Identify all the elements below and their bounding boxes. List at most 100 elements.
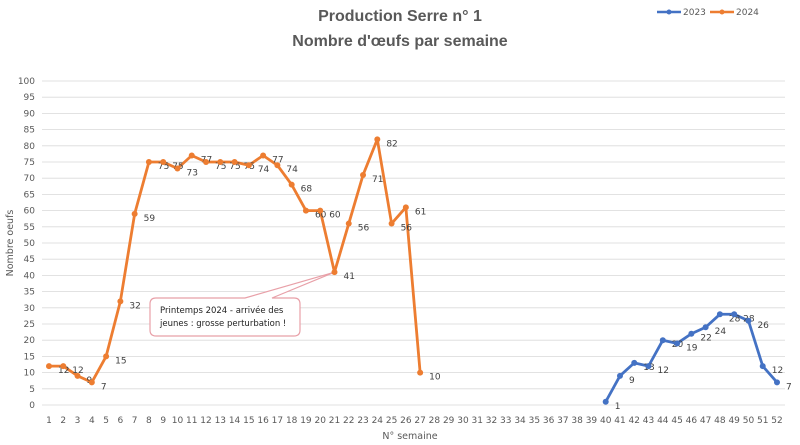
y-tick-label: 30 xyxy=(24,304,36,314)
data-label: 1 xyxy=(615,402,621,412)
data-point xyxy=(46,363,52,370)
data-point xyxy=(759,363,766,370)
data-point xyxy=(103,353,110,360)
x-tick-label: 5 xyxy=(103,416,109,426)
series-2024: 1212971532597575737775757574777468606041… xyxy=(46,136,441,392)
data-point xyxy=(602,398,609,405)
y-tick-label: 90 xyxy=(24,109,36,119)
data-point xyxy=(716,311,723,318)
x-tick-label: 48 xyxy=(714,416,726,426)
x-tick-label: 41 xyxy=(614,416,625,426)
data-point xyxy=(302,207,309,214)
data-label: 12 xyxy=(658,366,669,376)
data-label: 75 xyxy=(158,162,169,172)
x-tick-label: 11 xyxy=(186,416,197,426)
y-tick-label: 75 xyxy=(24,158,35,168)
chart-subtitle: Nombre d'œufs par semaine xyxy=(292,33,508,50)
x-tick-label: 14 xyxy=(229,416,241,426)
data-point xyxy=(331,269,338,276)
data-label: 9 xyxy=(629,376,635,386)
data-point xyxy=(217,159,224,165)
data-label: 82 xyxy=(386,139,397,149)
data-point xyxy=(702,324,709,331)
legend-label-2024: 2024 xyxy=(736,8,759,18)
x-tick-label: 28 xyxy=(429,416,441,426)
data-point xyxy=(417,369,424,376)
y-tick-label: 45 xyxy=(24,255,35,265)
x-tick-label: 34 xyxy=(514,416,526,426)
data-point xyxy=(117,298,124,305)
data-label: 24 xyxy=(715,327,727,337)
data-label: 22 xyxy=(700,334,711,344)
x-tick-label: 30 xyxy=(457,416,469,426)
x-tick-label: 21 xyxy=(329,416,340,426)
data-point xyxy=(188,152,195,159)
x-tick-label: 52 xyxy=(771,416,782,426)
annotation-line-2: jeunes : grosse perturbation ! xyxy=(159,319,286,329)
y-tick-label: 40 xyxy=(24,271,36,281)
data-label: 61 xyxy=(415,207,426,217)
x-tick-label: 20 xyxy=(314,416,326,426)
data-label: 7 xyxy=(786,382,792,392)
data-label: 68 xyxy=(301,185,313,195)
y-tick-label: 0 xyxy=(29,401,35,411)
data-point xyxy=(631,359,638,366)
data-label: 12 xyxy=(72,366,83,376)
y-tick-label: 5 xyxy=(29,385,35,395)
y-tick-label: 10 xyxy=(24,369,36,379)
data-label: 71 xyxy=(372,175,383,185)
x-tick-label: 29 xyxy=(443,416,455,426)
data-label: 73 xyxy=(186,168,197,178)
y-tick-label: 95 xyxy=(24,93,35,103)
y-tick-label: 25 xyxy=(24,320,35,330)
data-point xyxy=(402,204,409,211)
data-point xyxy=(231,159,238,165)
x-tick-label: 49 xyxy=(728,416,740,426)
legend-marker xyxy=(719,9,725,15)
x-tick-label: 31 xyxy=(472,416,483,426)
x-tick-label: 43 xyxy=(643,416,654,426)
legend-marker xyxy=(666,9,672,15)
x-tick-label: 2 xyxy=(60,416,66,426)
x-tick-label: 3 xyxy=(75,416,81,426)
x-tick-label: 4 xyxy=(89,416,95,426)
x-tick-label: 35 xyxy=(529,416,540,426)
x-tick-label: 50 xyxy=(743,416,755,426)
series-2023: 19131220192224282826127 xyxy=(602,311,792,412)
legend-label-2023: 2023 xyxy=(683,8,706,18)
data-point xyxy=(774,379,780,386)
x-tick-label: 24 xyxy=(372,416,384,426)
y-tick-label: 65 xyxy=(24,190,35,200)
series-group: 1913122019222428282612712129715325975757… xyxy=(46,136,792,412)
x-tick-label: 46 xyxy=(686,416,698,426)
x-tick-label: 6 xyxy=(118,416,124,426)
x-tick-label: 12 xyxy=(200,416,211,426)
data-label: 12 xyxy=(772,366,783,376)
data-point xyxy=(245,162,252,169)
y-tick-label: 15 xyxy=(24,352,35,362)
data-point xyxy=(203,159,210,165)
x-tick-label: 8 xyxy=(146,416,152,426)
data-point xyxy=(388,220,395,227)
x-tick-label: 42 xyxy=(629,416,640,426)
x-tick-label: 25 xyxy=(386,416,397,426)
data-label: 74 xyxy=(286,165,298,175)
data-point xyxy=(88,379,95,386)
x-tick-label: 17 xyxy=(272,416,283,426)
x-tick-label: 37 xyxy=(557,416,568,426)
data-point xyxy=(317,207,324,214)
data-label: 28 xyxy=(729,314,741,324)
annotation-bubble xyxy=(149,271,335,337)
data-point xyxy=(674,340,681,347)
data-label: 26 xyxy=(757,321,769,331)
chart-title: Production Serre n° 1 xyxy=(318,8,482,25)
y-tick-label: 60 xyxy=(24,207,36,217)
data-point xyxy=(174,165,181,172)
data-point xyxy=(616,372,623,379)
y-tick-label: 70 xyxy=(24,174,36,184)
x-tick-label: 38 xyxy=(571,416,583,426)
x-axis-label: N° semaine xyxy=(382,431,437,442)
data-label: 10 xyxy=(429,373,441,383)
y-tick-label: 50 xyxy=(24,239,36,249)
